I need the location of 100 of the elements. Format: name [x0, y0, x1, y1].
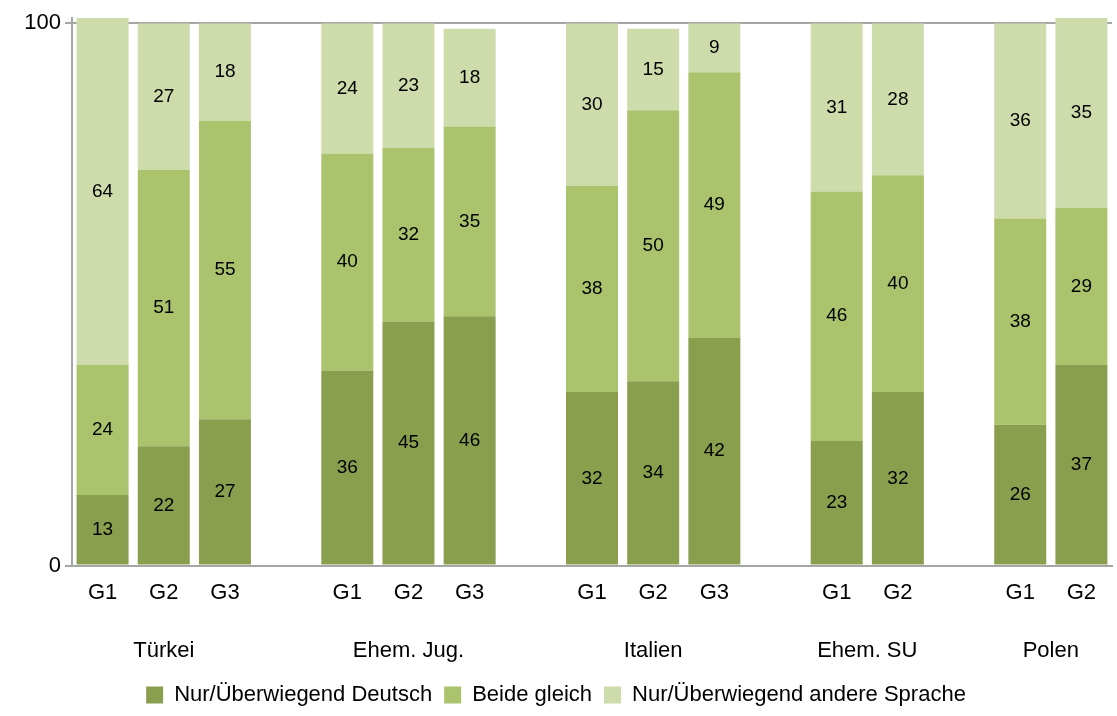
- data-label: 27: [153, 84, 175, 106]
- x-tick-label: G3: [699, 578, 730, 604]
- x-tick-label: G1: [822, 578, 852, 604]
- data-label: 23: [826, 490, 848, 512]
- data-label: 24: [336, 76, 359, 98]
- bar: [443, 28, 496, 127]
- x-tick-label: G2: [1066, 578, 1097, 604]
- data-label: 26: [1009, 482, 1031, 504]
- data-label: 32: [887, 466, 909, 488]
- bar: [688, 72, 741, 338]
- bar: [321, 370, 374, 565]
- bar: [1055, 364, 1108, 565]
- text: Polen: [1022, 636, 1079, 662]
- bar: [198, 121, 251, 420]
- data-label: 37: [1070, 453, 1092, 475]
- bar: [810, 191, 863, 441]
- bar: [1055, 18, 1108, 208]
- data-label: 31: [826, 95, 848, 117]
- data-label: 46: [459, 428, 481, 450]
- data-label: 36: [1009, 109, 1031, 131]
- bar: [627, 381, 680, 565]
- bar: [443, 316, 496, 565]
- data-label: 32: [581, 466, 603, 488]
- data-label: 38: [1009, 309, 1031, 331]
- legend-label: Nur/Überwiegend andere Sprache: [632, 681, 966, 707]
- data-label: 49: [703, 193, 725, 215]
- data-label: 15: [642, 57, 664, 79]
- text: Türkei: [133, 636, 195, 662]
- data-label: 36: [336, 455, 358, 477]
- data-label: 42: [703, 439, 725, 461]
- text: Ehem. SU: [817, 636, 918, 662]
- data-label: 32: [397, 223, 420, 245]
- data-label: 22: [153, 493, 175, 515]
- y-tick-label: 100: [24, 9, 61, 35]
- data-label: 28: [887, 87, 909, 109]
- data-label: 29: [1070, 274, 1092, 296]
- bar: [198, 419, 251, 565]
- bar: [871, 23, 924, 176]
- data-label: 50: [642, 233, 664, 255]
- x-tick-label: G2: [638, 578, 668, 604]
- bar: [198, 23, 251, 122]
- bar: [871, 392, 924, 565]
- bar: [137, 446, 190, 565]
- text: Italien: [623, 636, 683, 662]
- bar: [627, 28, 680, 111]
- x-tick-label: G2: [149, 578, 179, 604]
- bar: [566, 392, 618, 565]
- data-label: 24: [92, 418, 114, 440]
- bar: [994, 23, 1047, 219]
- bar: [137, 23, 190, 170]
- bar: [76, 495, 129, 565]
- data-label: 34: [642, 461, 665, 483]
- data-label: 18: [459, 65, 481, 87]
- data-label: 46: [826, 304, 848, 326]
- bar: [382, 321, 435, 565]
- bar: [1055, 207, 1108, 365]
- data-label: 30: [581, 92, 603, 114]
- bar: [810, 440, 863, 565]
- legend-label: Beide gleich: [472, 681, 593, 707]
- bar: [76, 364, 129, 496]
- x-tick-label: G1: [332, 578, 362, 604]
- bar: [382, 148, 435, 322]
- data-label: 38: [581, 277, 603, 299]
- data-label: 9: [709, 36, 720, 58]
- data-label: 27: [214, 480, 236, 502]
- data-label: 40: [887, 271, 909, 293]
- bar: [443, 126, 496, 317]
- bar: [321, 153, 374, 371]
- data-label: 55: [214, 258, 236, 280]
- bar: [810, 23, 863, 192]
- bar: [382, 23, 435, 149]
- data-label: 13: [92, 518, 114, 540]
- bar: [76, 18, 129, 365]
- data-label: 45: [397, 431, 420, 453]
- text: Ehem. Jug.: [352, 636, 465, 662]
- bar: [688, 23, 741, 73]
- x-tick-label: G2: [883, 578, 913, 604]
- data-label: 35: [1070, 101, 1092, 123]
- data-label: 35: [459, 209, 481, 231]
- bar: [627, 110, 680, 382]
- data-label: 23: [397, 74, 420, 96]
- data-label: 40: [336, 250, 358, 272]
- x-tick-label: G1: [87, 578, 118, 604]
- legend-label: Nur/Überwiegend Deutsch: [174, 681, 433, 707]
- x-tick-label: G3: [454, 578, 485, 604]
- bar: [994, 424, 1047, 565]
- bar: [688, 337, 741, 565]
- bar: [566, 23, 618, 187]
- x-tick-label: G1: [577, 578, 607, 604]
- data-label: 51: [153, 296, 175, 318]
- data-label: 18: [214, 60, 236, 82]
- x-tick-label: G1: [1005, 578, 1035, 604]
- y-tick-label: 0: [48, 551, 61, 577]
- bar: [137, 169, 190, 447]
- x-tick-label: G2: [393, 578, 424, 604]
- bar: [321, 23, 374, 154]
- data-label: 64: [92, 179, 114, 201]
- bar: [566, 186, 618, 393]
- x-tick-label: G3: [210, 578, 240, 604]
- bar: [871, 175, 924, 393]
